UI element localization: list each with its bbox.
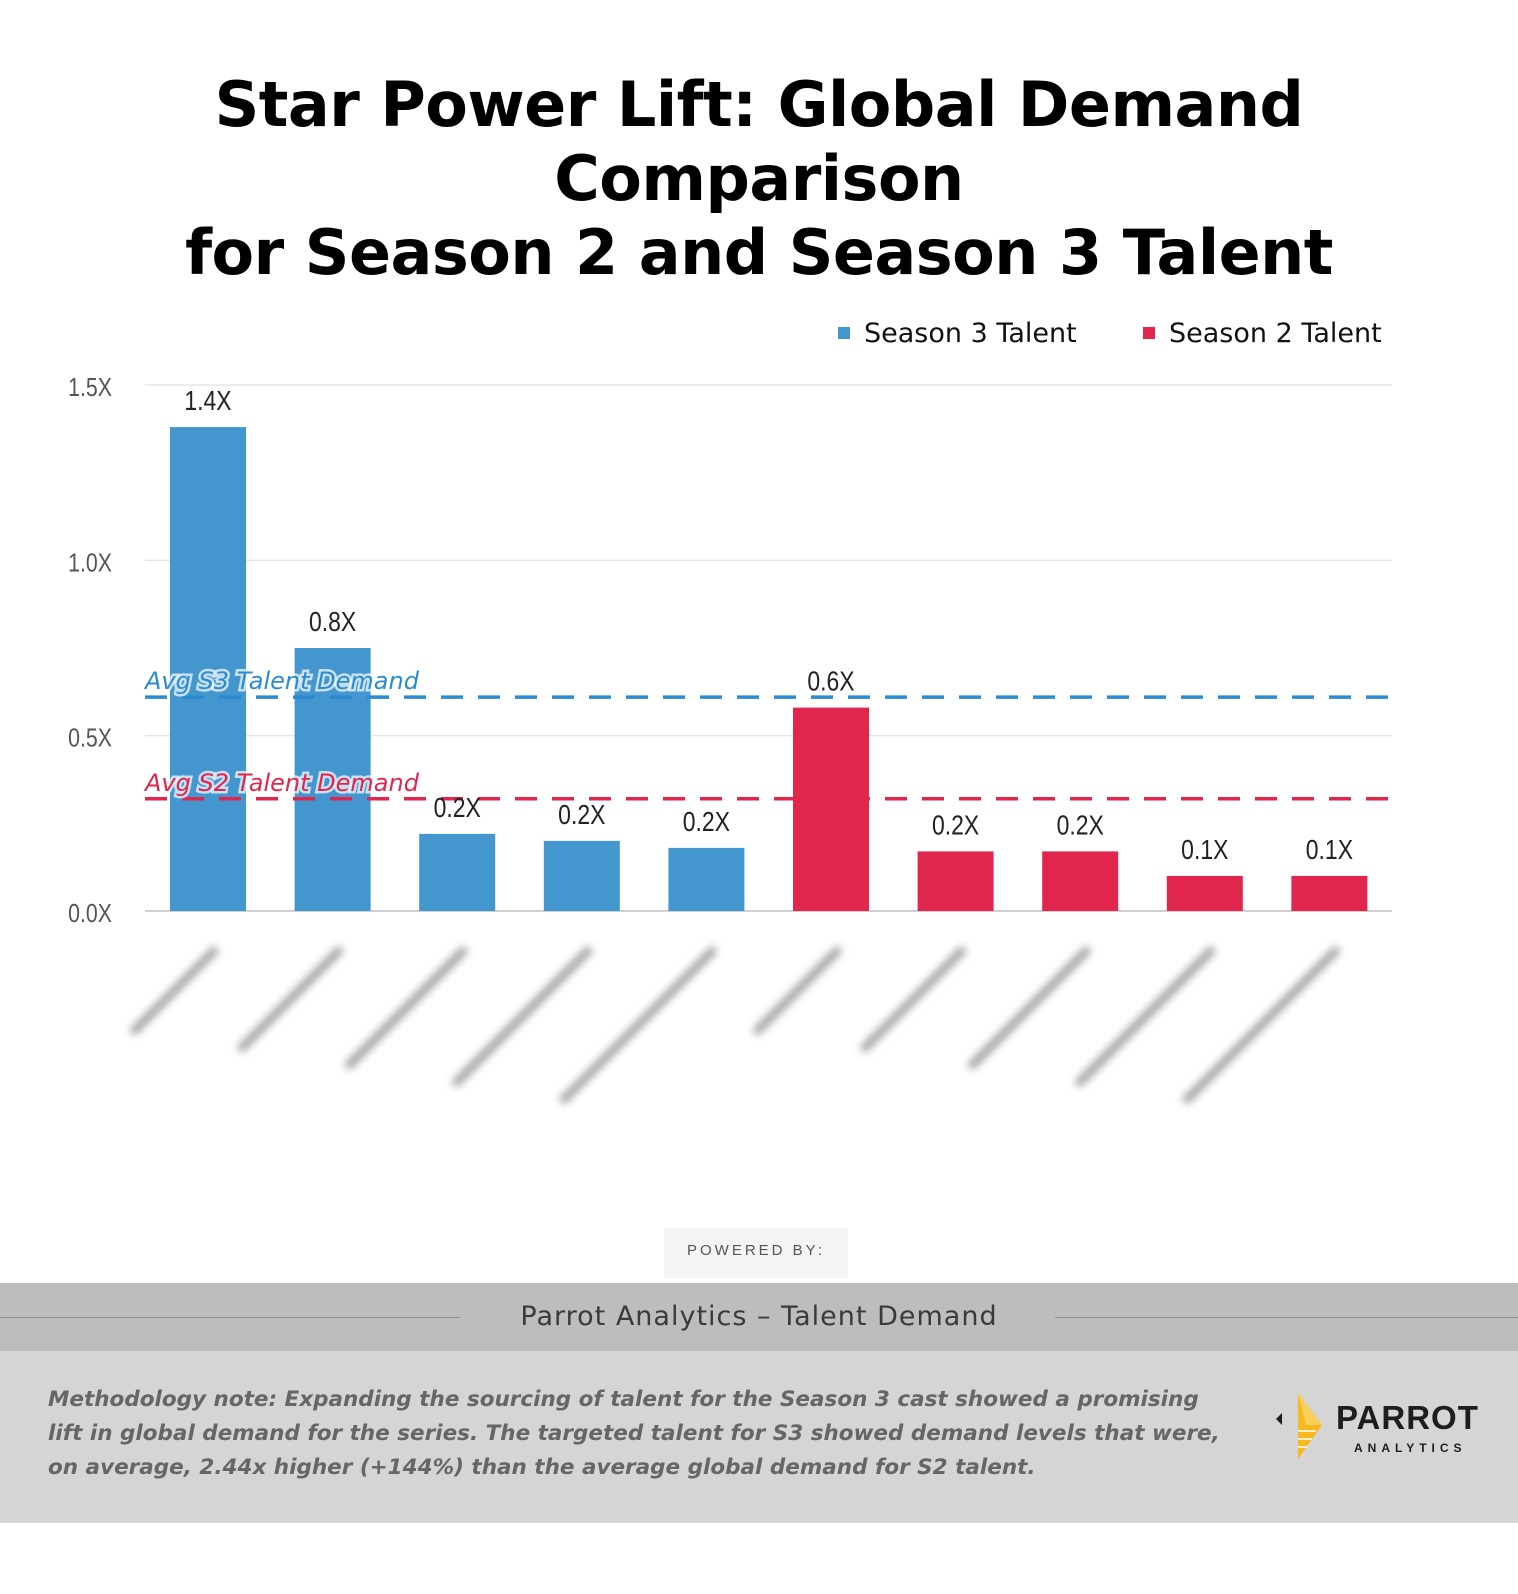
bar [1166,875,1243,911]
legend: Season 3 Talent Season 2 Talent [838,318,1382,349]
category-label-blurred [860,946,967,1052]
bar [668,847,745,911]
legend-label: Season 3 Talent [864,318,1077,349]
data-label: 0.1X [1181,835,1228,866]
bar [1291,875,1368,911]
y-axis: 0.0X 0.5X 1.0X 1.5X [68,373,112,929]
category-labels-blurred [130,946,1340,1104]
data-label: 0.2X [558,800,605,831]
data-label: 0.2X [434,793,481,824]
data-label: 0.8X [309,607,356,638]
category-label-blurred [1182,946,1340,1104]
y-tick-label: 0.0X [68,899,112,929]
data-label: 0.2X [1057,810,1104,841]
y-tick-label: 1.5X [68,373,112,403]
bar [543,840,620,911]
category-label-blurred [452,946,593,1087]
bar [294,648,371,911]
data-label: 0.1X [1306,835,1353,866]
source-band: Parrot Analytics – Talent Demand [0,1283,1518,1351]
bar-chart: 0.0X0.5X1.0X1.5X Avg S3 Talent DemandAvg… [68,318,1392,1104]
category-label-blurred [753,946,842,1035]
bar [419,833,496,911]
bar [793,707,869,911]
logo-wordmark: PARROT [1336,1399,1479,1436]
data-label: 0.2X [683,807,730,838]
category-label-blurred [1075,946,1216,1087]
powered-by-tab: POWERED BY: [664,1228,848,1278]
reference-line-label: Avg S2 Talent Demand [143,769,420,797]
bars [170,427,1368,911]
category-label-blurred [344,946,468,1070]
parrot-analytics-logo: PARROT ANALYTICS [1272,1391,1478,1461]
category-label-blurred [237,946,344,1052]
y-tick-label: 1.0X [68,548,112,578]
source-label: Parrot Analytics – Talent Demand [496,1301,1022,1332]
logo-subtitle: ANALYTICS [1354,1441,1467,1455]
y-tick-label: 0.5X [68,724,112,754]
band-divider-left [0,1317,460,1318]
band-divider-right [1055,1317,1518,1318]
bar [917,851,994,911]
chart-title: Star Power Lift: Global Demand Compariso… [0,68,1518,290]
data-label: 0.2X [932,810,979,841]
data-label: 1.4X [184,386,231,417]
reference-lines: Avg S3 Talent Demand Avg S2 Talent Demand [141,665,1392,801]
category-label-blurred [967,946,1091,1070]
chart-title-line-1: Star Power Lift: Global Demand Compariso… [214,68,1304,215]
legend-swatch [1143,327,1155,339]
methodology-panel: Methodology note: Expanding the sourcing… [0,1351,1518,1523]
bar [1042,851,1119,911]
category-label-blurred [130,946,219,1035]
legend-swatch [838,327,850,339]
chart-title-line-2: for Season 2 and Season 3 Talent [185,216,1333,289]
methodology-note: Methodology note: Expanding the sourcing… [48,1387,1220,1480]
reference-line-label: Avg S3 Talent Demand [143,667,420,695]
data-label: 0.6X [807,667,854,698]
category-label-blurred [559,946,717,1104]
bar [170,427,246,911]
parrot-logo-icon [1276,1393,1322,1459]
legend-label: Season 2 Talent [1169,318,1382,349]
data-labels: 1.4X 0.8X 0.2X 0.2X 0.2X 0.6X 0.2X 0.2X 0.1X 0.1X [184,386,1353,865]
